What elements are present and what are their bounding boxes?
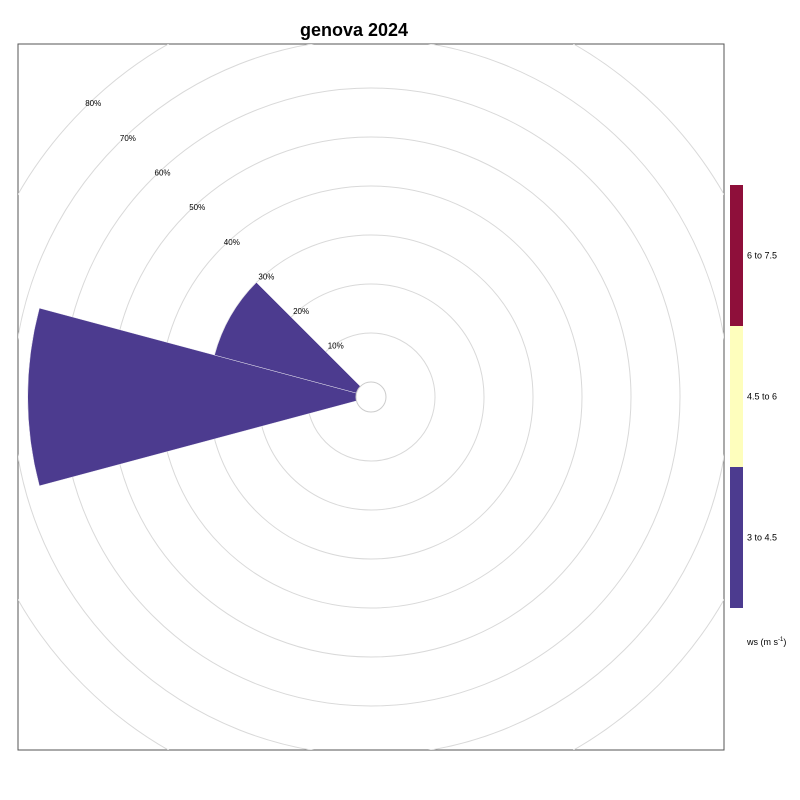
legend-label-1: 6 to 7.5	[747, 251, 777, 261]
legend-swatch-1	[730, 185, 743, 326]
legend-label-3: 3 to 4.5	[747, 533, 777, 543]
legend-label-2: 4.5 to 6	[747, 392, 777, 402]
plot-frame	[17, 43, 725, 751]
legend-swatch-3	[730, 467, 743, 608]
ring-label-50: 50%	[189, 203, 205, 212]
ring-label-30: 30%	[258, 272, 274, 281]
legend-title-end: )	[783, 637, 786, 647]
legend-title-main: ws (m s	[746, 637, 778, 647]
ring-labels: 10% 20% 30% 40% 50% 60% 70% 80%	[85, 99, 344, 351]
chart-title: genova 2024	[300, 20, 408, 40]
ring-label-40: 40%	[224, 238, 240, 247]
ring-label-20: 20%	[293, 307, 309, 316]
legend-title: ws (m s-1)	[746, 637, 786, 647]
legend-title-sup: -1	[778, 637, 784, 643]
ring-label-60: 60%	[155, 169, 171, 178]
legend-swatch-2	[730, 326, 743, 467]
ring-label-70: 70%	[120, 134, 136, 143]
sectors	[27, 282, 361, 487]
center-hole	[355, 381, 387, 413]
ring-label-10: 10%	[328, 342, 344, 351]
ring-label-80: 80%	[85, 99, 101, 108]
legend: 6 to 7.5 4.5 to 6 3 to 4.5	[730, 185, 777, 608]
